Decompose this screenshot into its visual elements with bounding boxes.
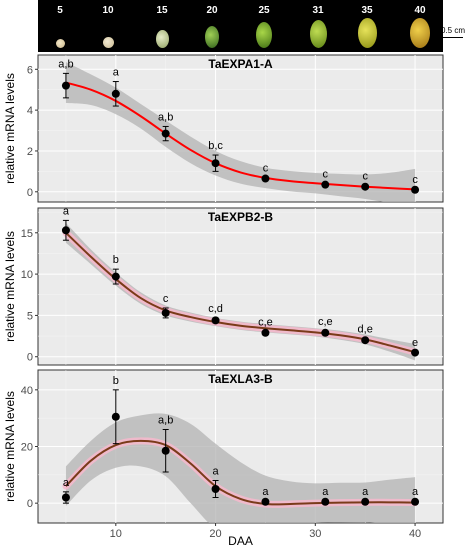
x-axis-title: DAA: [228, 534, 253, 548]
y-axis-title: relative mRNA levels: [3, 391, 17, 502]
significance-label: c,e: [258, 317, 273, 329]
data-point: [261, 174, 270, 183]
y-tick-label: 15: [21, 228, 33, 240]
data-point: [411, 348, 420, 357]
data-point: [361, 336, 370, 345]
significance-label: a,b: [58, 58, 73, 70]
fit-line: [65, 439, 416, 506]
seed-image: [256, 22, 272, 48]
y-tick-label: 0: [27, 187, 33, 199]
significance-label: b: [113, 254, 119, 266]
data-point: [111, 89, 120, 98]
y-tick-label: 5: [27, 310, 33, 322]
x-tick-label: 40: [409, 528, 421, 540]
chart-panel: a b a,b a a a a a TaEXLA3-B 0 20 40 relative mRNA le…: [3, 369, 444, 524]
data-point: [321, 180, 330, 189]
significance-label: a: [362, 486, 369, 498]
y-tick-label: 4: [27, 105, 33, 117]
seed-stage-label: 20: [206, 5, 218, 16]
data-point: [261, 328, 270, 337]
data-point: [61, 493, 70, 502]
y-tick-label: 6: [27, 64, 33, 76]
significance-label: e: [412, 337, 418, 349]
y-tick-label: 0: [27, 498, 33, 510]
data-point: [111, 272, 120, 281]
significance-label: c,d: [208, 303, 223, 315]
significance-label: c: [163, 293, 169, 305]
significance-label: a: [412, 486, 419, 498]
data-point: [111, 412, 120, 421]
data-point: [261, 497, 270, 506]
data-point: [321, 497, 330, 506]
seed-image: [410, 18, 430, 48]
data-point: [161, 446, 170, 455]
significance-label: a,b: [158, 415, 173, 427]
seed-image: [102, 37, 114, 48]
fit-line: [65, 81, 416, 191]
data-point: [211, 316, 220, 325]
data-point: [61, 226, 70, 235]
data-point: [361, 182, 370, 191]
y-tick-label: 20: [21, 442, 33, 454]
data-point: [321, 328, 330, 337]
x-tick-label: 20: [209, 528, 221, 540]
seed-image: [357, 18, 377, 48]
seed-stage-label: 40: [414, 5, 426, 16]
y-axis-title: relative mRNA levels: [3, 231, 17, 342]
y-tick-label: 40: [21, 385, 33, 397]
seed-image: [309, 20, 327, 48]
data-point: [411, 185, 420, 194]
significance-label: a: [113, 67, 120, 79]
data-point: [211, 485, 220, 493]
significance-label: b,c: [208, 140, 223, 152]
data-point: [61, 81, 70, 90]
data-point: [161, 308, 170, 317]
seed-stage-label: 25: [258, 5, 270, 16]
significance-label: a: [322, 486, 329, 498]
panel-title: TaEXPA1-A: [208, 57, 273, 71]
seed-stage-label: 31: [312, 5, 324, 16]
significance-label: c: [323, 169, 329, 181]
significance-label: c: [362, 171, 368, 183]
scale-bar: [443, 37, 463, 38]
seed-stage-label: 15: [156, 5, 168, 16]
significance-label: b: [113, 375, 119, 387]
seed-image: [205, 26, 219, 48]
seed-stage-label: 10: [102, 5, 114, 16]
fit-line: [65, 232, 416, 354]
data-point: [411, 497, 420, 506]
significance-label: a: [212, 466, 219, 478]
panel-title: TaEXLA3-B: [208, 372, 273, 386]
x-tick-label: 30: [309, 528, 321, 540]
seed-stage-label: 35: [361, 5, 373, 16]
seed-stage-label: 5: [57, 5, 63, 16]
y-axis-title: relative mRNA levels: [3, 73, 17, 184]
chart-panel: a,b a a,b b,c c c c c TaEXPA1-A 0 2 4 6 relative mRNA…: [3, 54, 444, 203]
chart-panel: a b c c,d c,e c,e d,e e TaEXPB2-B 0 5 10 15 relative …: [3, 205, 444, 366]
data-point: [211, 159, 220, 168]
y-tick-label: 0: [27, 352, 33, 364]
significance-label: d,e: [358, 324, 373, 336]
x-tick-label: 10: [110, 528, 122, 540]
seed-image: [55, 39, 65, 48]
data-point: [161, 129, 170, 138]
data-point: [361, 497, 370, 506]
significance-label: a: [262, 486, 269, 498]
significance-label: a,b: [158, 111, 173, 123]
seed-image-strip: 5 10 15 20 25 31 35 40: [38, 0, 443, 52]
y-tick-label: 10: [21, 269, 33, 281]
y-tick-label: 2: [27, 146, 33, 158]
scale-bar-label: 0.5 cm: [441, 26, 466, 35]
significance-label: c: [263, 163, 269, 175]
significance-label: c: [412, 174, 418, 186]
significance-label: c,e: [318, 316, 333, 328]
significance-label: a: [63, 477, 70, 489]
panel-title: TaEXPB2-B: [208, 210, 273, 224]
significance-label: a: [63, 205, 70, 217]
seed-image: [155, 30, 169, 48]
